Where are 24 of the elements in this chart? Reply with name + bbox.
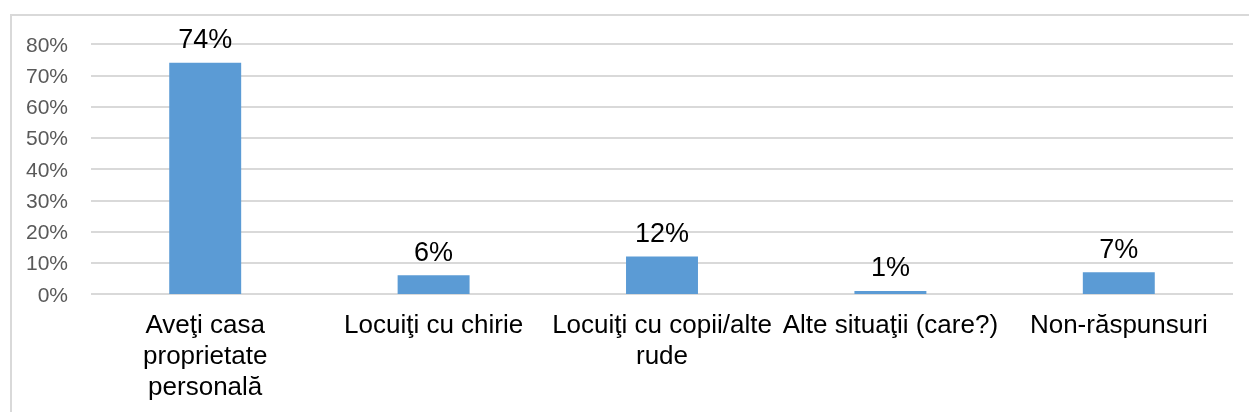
bar: [626, 256, 698, 294]
y-tick-label: 50%: [25, 126, 68, 150]
bar: [397, 275, 470, 294]
x-tick-label: Aveţi casa proprietate personală: [143, 308, 268, 401]
y-tick-label: 30%: [25, 188, 68, 212]
y-tick-label: 10%: [25, 251, 68, 275]
y-tick-label: 0%: [37, 282, 68, 306]
x-tick-label: Locuiţi cu chirie: [344, 308, 524, 339]
data-label: 6%: [414, 236, 454, 267]
y-tick-label: 40%: [25, 157, 68, 181]
bar: [854, 290, 927, 294]
x-tick-label: Non-răspunsuri: [1029, 308, 1208, 339]
y-tick-label: 20%: [25, 220, 68, 243]
x-tick-label: Alte situaţii (care?): [782, 308, 999, 339]
x-tick-label: Locuiţi cu copii/alte rude: [552, 308, 772, 370]
y-tick-label: 70%: [25, 63, 68, 87]
y-tick-label: 80%: [25, 32, 68, 56]
y-tick-label: 60%: [25, 95, 68, 118]
bar: [169, 62, 242, 294]
bar: [1082, 272, 1155, 294]
data-label: 74%: [178, 24, 233, 55]
data-label: 7%: [1099, 233, 1139, 264]
data-label: 1%: [870, 252, 910, 283]
data-label: 12%: [634, 218, 690, 248]
